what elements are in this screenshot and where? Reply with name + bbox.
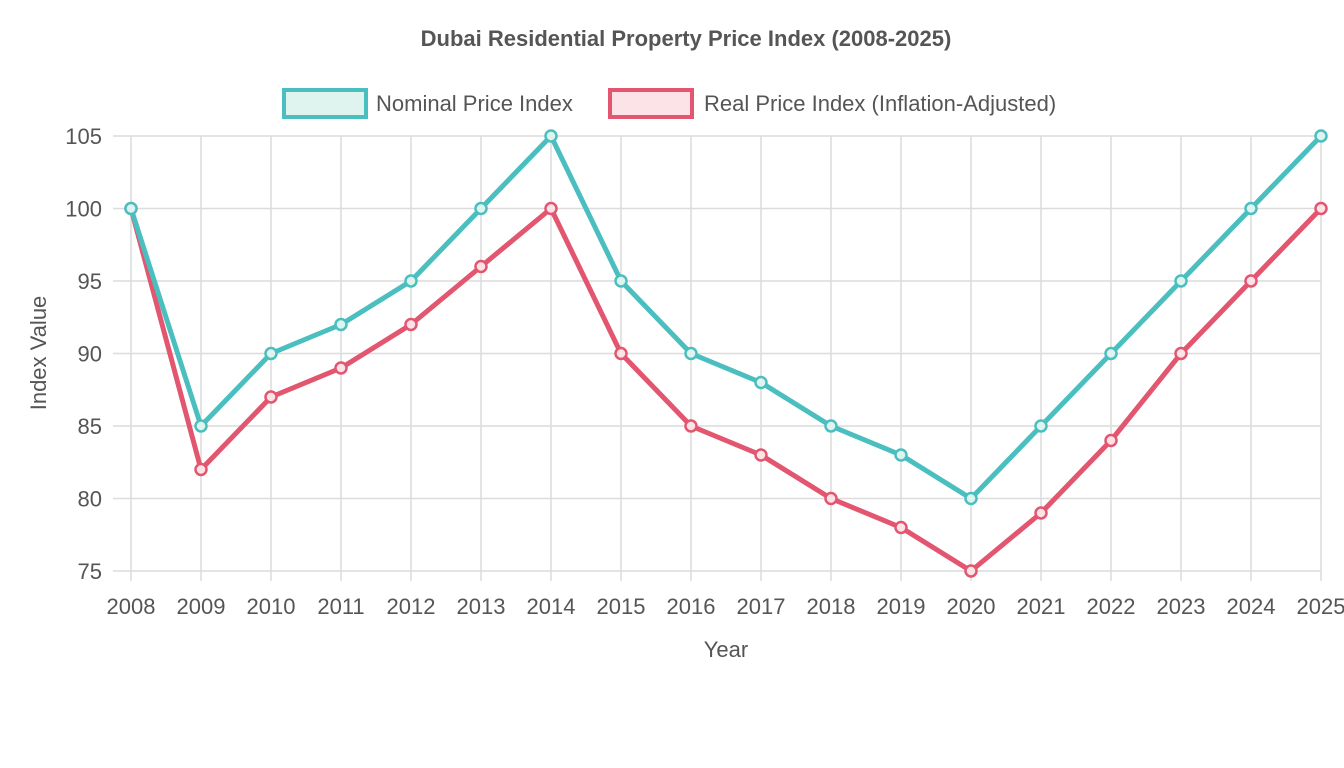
- y-tick-label: 90: [78, 342, 102, 367]
- legend-swatch-real: [608, 88, 694, 119]
- data-point: [264, 346, 278, 361]
- legend-label-nominal: Nominal Price Index: [376, 91, 573, 116]
- series-1: [124, 201, 1328, 578]
- y-tick-label: 85: [78, 414, 102, 439]
- y-tick-label: 75: [78, 559, 102, 584]
- data-point: [124, 201, 138, 216]
- x-tick-label: 2014: [527, 594, 576, 619]
- y-axis-title: Index Value: [26, 296, 51, 411]
- data-point: [894, 448, 908, 462]
- x-tick-label: 2020: [947, 594, 996, 619]
- data-point: [1034, 506, 1048, 520]
- x-tick-label: 2009: [177, 594, 226, 619]
- series-line: [128, 133, 1324, 501]
- data-point: [684, 346, 698, 361]
- y-tick-label: 95: [78, 269, 102, 294]
- x-tick-label: 2018: [807, 594, 856, 619]
- data-point: [474, 259, 488, 274]
- legend-label-real: Real Price Index (Inflation-Adjusted): [704, 91, 1056, 116]
- x-axis-title: Year: [704, 637, 748, 662]
- data-point: [1104, 433, 1118, 448]
- x-tick-label: 2016: [667, 594, 716, 619]
- x-tick-label: 2011: [317, 594, 364, 619]
- data-point: [614, 274, 628, 288]
- x-tick-label: 2022: [1087, 594, 1136, 619]
- data-point: [964, 491, 978, 506]
- series-layer: [124, 129, 1328, 578]
- data-point: [404, 274, 418, 288]
- data-point: [544, 201, 558, 216]
- data-point: [1314, 201, 1328, 216]
- data-point: [1174, 346, 1188, 361]
- data-point: [194, 419, 208, 433]
- y-tick-label: 100: [65, 197, 102, 222]
- data-point: [1104, 346, 1118, 361]
- data-point: [964, 564, 978, 578]
- y-axis-ticks: 105 100 95 90 85 80 75: [65, 124, 102, 584]
- legend-swatch-nominal: [282, 88, 368, 119]
- x-axis-ticks: 2008 2009 2010 2011 2012 2013 2014 2015 2016 2017…: [107, 594, 1344, 619]
- data-point: [544, 129, 558, 143]
- data-point: [894, 520, 908, 535]
- legend: Nominal Price Index Real Price Index (In…: [282, 88, 1056, 119]
- gridlines: [113, 135, 1322, 581]
- x-tick-label: 2023: [1157, 594, 1206, 619]
- data-point: [684, 419, 698, 433]
- data-point: [1174, 274, 1188, 288]
- data-point: [754, 448, 768, 462]
- data-point: [754, 375, 768, 390]
- data-point: [824, 419, 838, 433]
- data-point: [824, 491, 838, 506]
- data-point: [334, 317, 348, 332]
- x-tick-label: 2024: [1227, 594, 1276, 619]
- data-point: [614, 346, 628, 361]
- x-tick-label: 2012: [387, 594, 436, 619]
- data-point: [474, 201, 488, 216]
- x-tick-label: 2025: [1297, 594, 1344, 619]
- data-point: [404, 317, 418, 332]
- x-tick-label: 2021: [1017, 594, 1066, 619]
- data-point: [264, 390, 278, 404]
- series-line: [128, 206, 1324, 574]
- x-tick-label: 2017: [737, 594, 786, 619]
- data-point: [1034, 419, 1048, 433]
- y-tick-label: 105: [65, 124, 102, 149]
- x-tick-label: 2010: [247, 594, 296, 619]
- x-tick-label: 2019: [877, 594, 926, 619]
- chart-title: Dubai Residential Property Price Index (…: [421, 26, 952, 51]
- data-point: [1314, 129, 1328, 143]
- y-tick-label: 80: [78, 487, 102, 512]
- data-point: [1244, 274, 1258, 288]
- x-tick-label: 2015: [597, 594, 646, 619]
- data-point: [194, 462, 208, 477]
- series-0: [124, 129, 1328, 506]
- x-tick-label: 2013: [457, 594, 506, 619]
- data-point: [334, 361, 348, 375]
- data-point: [1244, 201, 1258, 216]
- x-tick-label: 2008: [107, 594, 156, 619]
